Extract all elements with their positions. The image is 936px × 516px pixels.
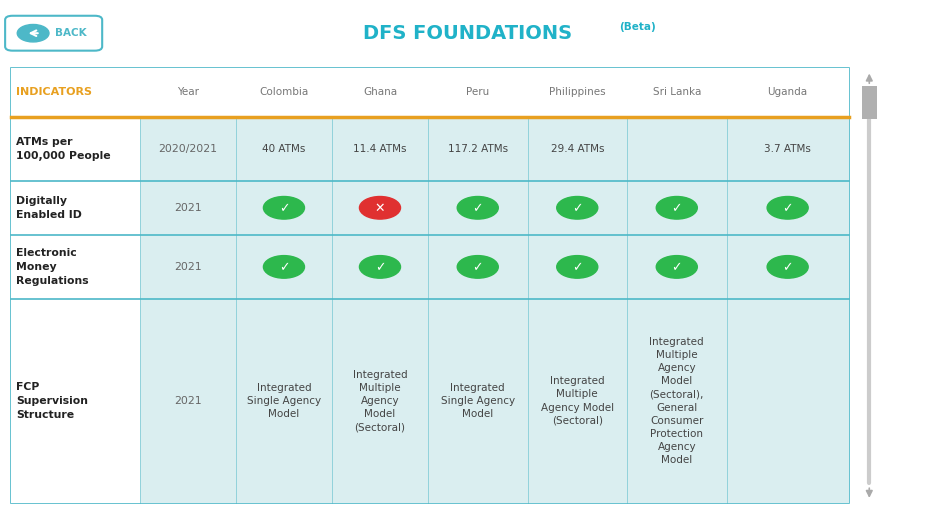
Text: Philippines: Philippines <box>548 88 606 98</box>
Text: (Beta): (Beta) <box>620 22 656 32</box>
Circle shape <box>457 255 498 278</box>
FancyBboxPatch shape <box>5 16 102 51</box>
Text: Uganda: Uganda <box>768 88 808 98</box>
Circle shape <box>457 197 498 219</box>
Text: Ghana: Ghana <box>363 88 397 98</box>
Text: INDICATORS: INDICATORS <box>16 88 93 98</box>
Text: ✓: ✓ <box>782 202 793 215</box>
Text: 2021: 2021 <box>174 396 202 406</box>
Text: Integrated
Multiple
Agency
Model
(Sectoral): Integrated Multiple Agency Model (Sector… <box>353 369 407 432</box>
Bar <box>139 117 849 181</box>
Text: ✓: ✓ <box>473 261 483 274</box>
Text: Digitally
Enabled ID: Digitally Enabled ID <box>16 196 82 220</box>
Text: 117.2 ATMs: 117.2 ATMs <box>447 143 508 154</box>
Text: Colombia: Colombia <box>259 88 309 98</box>
Text: ✓: ✓ <box>279 202 289 215</box>
Bar <box>10 68 849 503</box>
Bar <box>862 86 877 119</box>
Bar <box>139 235 849 299</box>
Text: Integrated
Multiple
Agency
Model
(Sectoral),
General
Consumer
Protection
Agency
: Integrated Multiple Agency Model (Sector… <box>650 336 704 465</box>
Bar <box>10 117 139 181</box>
Text: Year: Year <box>177 88 199 98</box>
Text: ✓: ✓ <box>572 202 582 215</box>
Text: Sri Lanka: Sri Lanka <box>652 88 701 98</box>
Text: 3.7 ATMs: 3.7 ATMs <box>764 143 812 154</box>
Circle shape <box>557 197 598 219</box>
Circle shape <box>656 197 697 219</box>
Bar <box>139 299 849 503</box>
Text: FCP
Supervision
Structure: FCP Supervision Structure <box>16 382 88 420</box>
Circle shape <box>656 255 697 278</box>
Circle shape <box>263 255 304 278</box>
Text: BACK: BACK <box>54 28 86 38</box>
Text: ✓: ✓ <box>671 202 682 215</box>
Circle shape <box>768 255 808 278</box>
Text: Electronic
Money
Regulations: Electronic Money Regulations <box>16 248 89 286</box>
Text: ✓: ✓ <box>572 261 582 274</box>
Text: Integrated
Single Agency
Model: Integrated Single Agency Model <box>441 383 515 419</box>
Text: Integrated
Multiple
Agency Model
(Sectoral): Integrated Multiple Agency Model (Sector… <box>541 376 614 426</box>
Circle shape <box>263 197 304 219</box>
Text: DFS FOUNDATIONS: DFS FOUNDATIONS <box>363 24 573 43</box>
Bar <box>10 181 139 235</box>
Text: 2020/2021: 2020/2021 <box>158 143 217 154</box>
Text: 29.4 ATMs: 29.4 ATMs <box>550 143 604 154</box>
Bar <box>139 181 849 235</box>
Text: 40 ATMs: 40 ATMs <box>262 143 306 154</box>
Text: ATMs per
100,000 People: ATMs per 100,000 People <box>16 137 111 160</box>
Text: ✓: ✓ <box>671 261 682 274</box>
Text: ✓: ✓ <box>782 261 793 274</box>
Circle shape <box>359 197 401 219</box>
Circle shape <box>557 255 598 278</box>
Text: ✓: ✓ <box>374 261 386 274</box>
Bar <box>10 299 139 503</box>
Circle shape <box>768 197 808 219</box>
Circle shape <box>17 24 49 42</box>
Bar <box>10 235 139 299</box>
Text: Peru: Peru <box>466 88 490 98</box>
Text: 11.4 ATMs: 11.4 ATMs <box>353 143 407 154</box>
Bar <box>10 68 849 117</box>
Circle shape <box>359 255 401 278</box>
Text: 2021: 2021 <box>174 203 202 213</box>
Text: ✓: ✓ <box>473 202 483 215</box>
Text: Integrated
Single Agency
Model: Integrated Single Agency Model <box>247 383 321 419</box>
Text: ✓: ✓ <box>279 261 289 274</box>
Text: 2021: 2021 <box>174 262 202 272</box>
Text: ✕: ✕ <box>374 202 386 215</box>
